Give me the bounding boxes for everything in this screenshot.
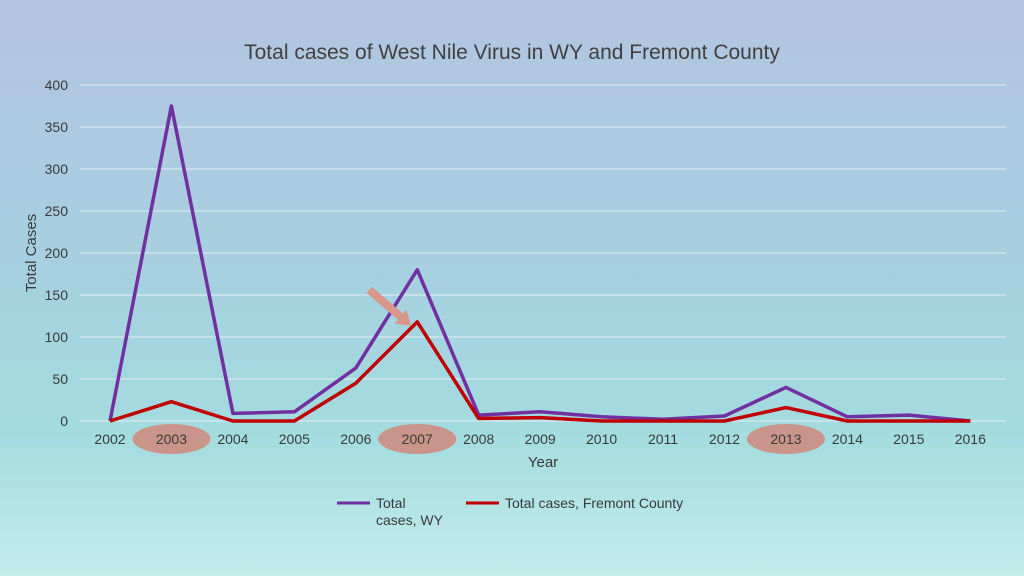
y-tick-label: 150	[45, 287, 69, 303]
legend-label-wy-line2: cases, WY	[376, 512, 444, 528]
x-tick-label: 2014	[832, 431, 863, 447]
y-tick-label: 200	[45, 245, 69, 261]
x-tick-label: 2004	[217, 431, 248, 447]
chart-title: Total cases of West Nile Virus in WY and…	[244, 41, 780, 64]
legend-label-wy-line1: Total	[376, 495, 406, 511]
y-tick-label: 400	[45, 77, 69, 93]
series-lines	[108, 104, 971, 423]
x-tick-label: 2003	[156, 431, 187, 447]
x-tick-label: 2007	[402, 431, 433, 447]
arrow-shape	[366, 286, 412, 326]
y-axis-ticks: 0 50 100 150 200 250 300 350 400	[45, 77, 69, 429]
highlight-oval	[378, 424, 457, 454]
legend: Total cases, WY Total cases, Fremont Cou…	[337, 495, 683, 528]
x-tick-label: 2016	[955, 431, 986, 447]
y-tick-label: 100	[45, 329, 69, 345]
x-tick-label: 2011	[648, 431, 678, 447]
x-axis-label: Year	[528, 454, 558, 471]
y-tick-label: 350	[45, 119, 69, 135]
x-tick-label: 2002	[94, 431, 125, 447]
legend-label-fremont: Total cases, Fremont County	[505, 495, 683, 511]
highlight-oval	[132, 424, 211, 454]
y-axis-label: Total Cases	[23, 214, 40, 292]
y-tick-label: 0	[60, 413, 68, 429]
arrow-polygon	[366, 286, 412, 326]
y-tick-label: 50	[52, 371, 68, 387]
year-highlights	[132, 424, 825, 454]
series-line-1	[109, 320, 971, 423]
series-line-0	[108, 104, 971, 423]
x-tick-label: 2012	[709, 431, 740, 447]
annotation-arrow	[366, 286, 412, 326]
x-tick-label: 2008	[463, 431, 494, 447]
x-tick-label: 2005	[279, 431, 310, 447]
x-tick-label: 2009	[525, 431, 556, 447]
x-tick-label: 2013	[770, 431, 801, 447]
x-axis-ticks: 2002 2003 2004 2005 2006 2007 2008 2009 2010 2011…	[94, 431, 986, 447]
x-tick-label: 2015	[893, 431, 924, 447]
gridlines	[80, 84, 1006, 422]
y-tick-label: 250	[45, 203, 69, 219]
x-tick-label: 2006	[340, 431, 371, 447]
x-tick-label: 2010	[586, 431, 617, 447]
y-tick-label: 300	[45, 161, 69, 177]
highlight-oval	[746, 424, 825, 454]
